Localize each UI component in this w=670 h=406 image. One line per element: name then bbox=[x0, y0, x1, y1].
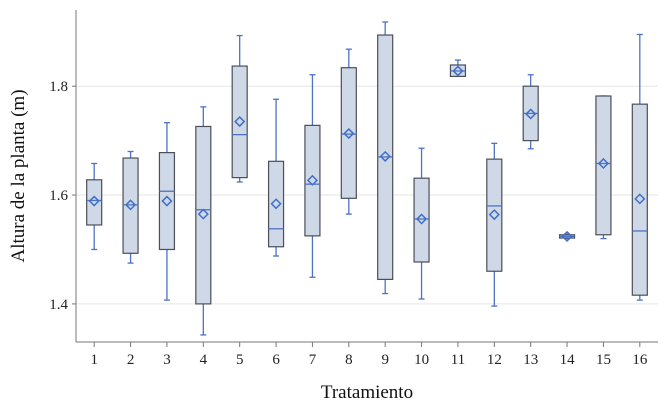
x-tick-label: 5 bbox=[236, 352, 244, 368]
box-iqr bbox=[158, 151, 176, 251]
y-axis-title: Altura de la planta (m) bbox=[8, 89, 29, 262]
box-group bbox=[486, 142, 503, 307]
box-group bbox=[231, 34, 248, 183]
axes: 1.41.61.81 2 3 4 5 6 7 8 9 10 11 12 13 14 15 16 bbox=[49, 10, 658, 368]
box-group bbox=[595, 95, 612, 240]
box-iqr bbox=[413, 177, 430, 263]
box-group bbox=[158, 122, 176, 301]
box-group bbox=[195, 106, 212, 336]
mean-marker bbox=[270, 198, 282, 210]
box-iqr bbox=[195, 125, 212, 305]
mean-marker bbox=[234, 116, 246, 128]
x-tick-label: 16 bbox=[632, 352, 648, 368]
mean-marker bbox=[125, 199, 137, 211]
x-tick-label: 10 bbox=[414, 352, 429, 368]
x-tick-label: 12 bbox=[487, 352, 502, 368]
box-group bbox=[304, 74, 321, 278]
box-iqr bbox=[122, 157, 139, 254]
mean-marker bbox=[597, 157, 609, 170]
mean-marker bbox=[379, 150, 391, 162]
x-tick-label: 6 bbox=[272, 352, 280, 368]
x-axis-title: Tratamiento bbox=[321, 382, 413, 403]
mean-marker bbox=[161, 195, 173, 207]
box-group bbox=[413, 147, 430, 300]
mean-marker bbox=[488, 209, 500, 221]
x-tick-label: 9 bbox=[381, 352, 389, 368]
y-tick-label: 1.6 bbox=[49, 188, 68, 204]
y-tick-label: 1.4 bbox=[49, 297, 68, 313]
box-group bbox=[522, 74, 539, 150]
mean-marker bbox=[197, 208, 209, 220]
box-iqr bbox=[340, 67, 357, 199]
y-tick-label: 1.8 bbox=[49, 79, 68, 95]
box-group bbox=[449, 59, 467, 78]
boxes bbox=[86, 21, 648, 336]
box-group bbox=[122, 150, 139, 264]
mean-marker bbox=[561, 230, 573, 242]
box-iqr bbox=[304, 124, 321, 237]
x-tick-label: 15 bbox=[596, 352, 611, 368]
box-iqr bbox=[231, 65, 248, 179]
x-tick-label: 1 bbox=[90, 352, 98, 368]
box-group bbox=[631, 33, 648, 301]
box-group bbox=[86, 162, 103, 251]
x-tick-label: 11 bbox=[451, 352, 465, 368]
box-group bbox=[377, 21, 394, 295]
mean-marker bbox=[634, 193, 646, 205]
mean-marker bbox=[525, 108, 537, 120]
x-tick-label: 13 bbox=[523, 352, 538, 368]
box-iqr bbox=[486, 158, 503, 272]
box-group bbox=[340, 48, 357, 215]
mean-marker bbox=[416, 213, 428, 225]
x-tick-label: 4 bbox=[200, 352, 208, 368]
x-tick-label: 3 bbox=[163, 352, 171, 368]
box-iqr bbox=[631, 103, 648, 296]
box-iqr bbox=[595, 95, 612, 236]
mean-marker bbox=[306, 174, 318, 186]
mean-marker bbox=[452, 65, 464, 77]
x-tick-label: 7 bbox=[309, 352, 317, 368]
box-group bbox=[267, 98, 285, 257]
x-tick-label: 14 bbox=[560, 352, 576, 368]
x-tick-label: 8 bbox=[345, 352, 353, 368]
box-iqr bbox=[267, 160, 285, 248]
box-group bbox=[558, 230, 576, 242]
mean-marker bbox=[88, 195, 100, 207]
box-iqr bbox=[86, 179, 103, 226]
mean-marker bbox=[343, 127, 355, 140]
x-tick-label: 2 bbox=[127, 352, 135, 368]
